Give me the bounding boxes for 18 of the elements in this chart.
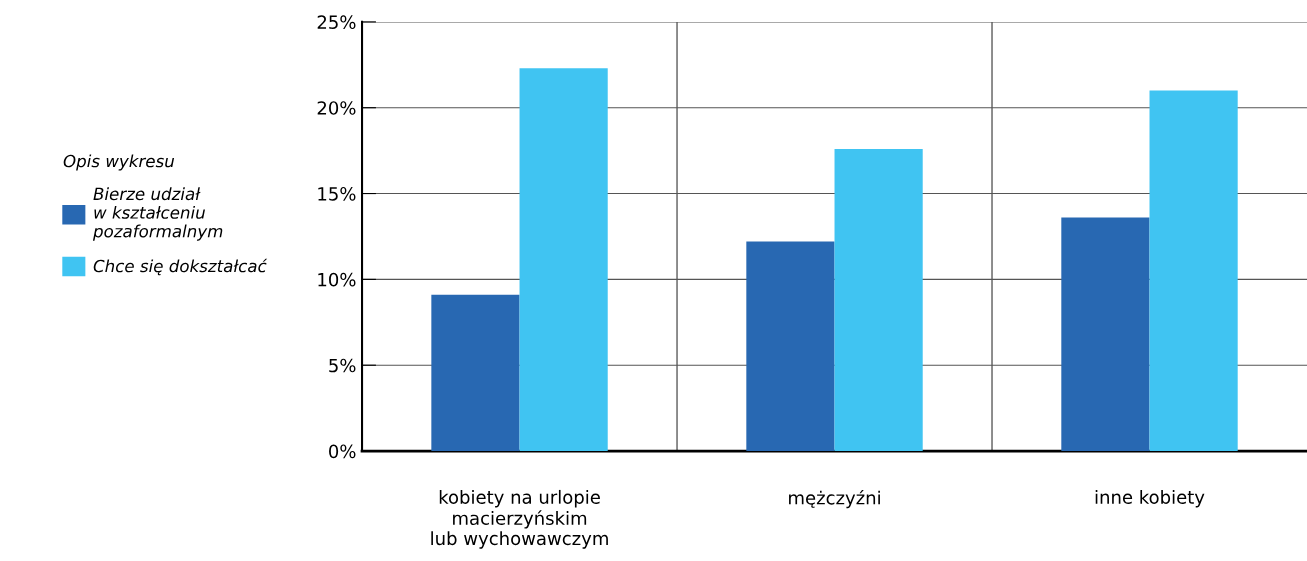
y-tick-label: 15% [318,187,356,201]
x-tick-label: kobiety na urlopie macierzyńskim lub wychowawczym [431,489,608,549]
bar [431,294,520,452]
legend-label: Bierze udział w kształceniu pozaformalnym [92,187,223,241]
bar [1149,90,1238,452]
y-tick-label: 25% [317,15,356,29]
x-tick-label: inne kobiety [1095,489,1205,508]
y-tick-label: 5% [329,358,356,373]
bar [746,241,835,452]
legend-title: Opis wykresu [63,154,175,171]
legend-label: Chce się dokształcać [93,258,268,276]
bar [1061,217,1150,452]
bar [519,68,608,452]
x-tick-label: mężczyźni [789,489,880,509]
y-tick-label: 20% [317,101,356,115]
y-tick-label: 10% [318,272,356,287]
bar [834,148,923,452]
y-tick-label: 0% [329,444,356,459]
